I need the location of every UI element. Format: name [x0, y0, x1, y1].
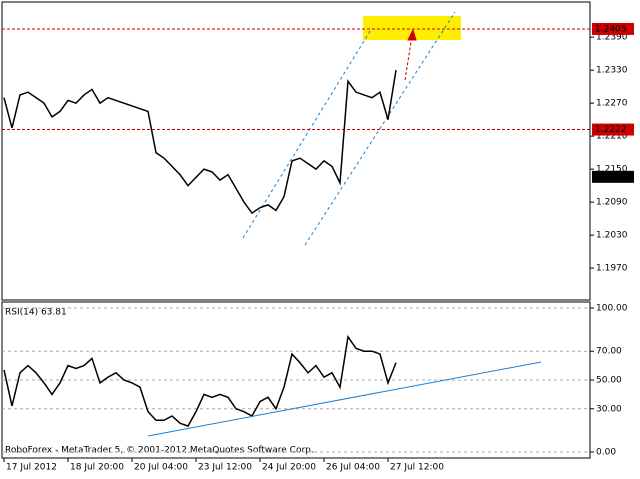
x-tick-label: 17 Jul 2012: [6, 463, 57, 473]
y-tick-label: 1.1970: [596, 264, 628, 274]
y-tick-label: 0.00: [596, 447, 616, 457]
y-tick-label: 1.2210: [596, 132, 628, 142]
level-label: 1.2222: [595, 125, 627, 135]
level-label: 1.2405: [595, 24, 627, 34]
arrow-shaft: [404, 35, 413, 81]
y-tick-label: 50.00: [596, 376, 622, 386]
forecast-arrow: [404, 28, 417, 81]
y-tick-label: 1.2030: [596, 231, 628, 241]
x-tick-label: 18 Jul 20:00: [70, 463, 124, 473]
level-box: [592, 123, 634, 136]
channel: [242, 11, 456, 246]
arrow-head: [407, 28, 417, 41]
channel-line: [304, 11, 456, 246]
y-tick-label: 1.2150: [596, 165, 628, 175]
rsi-title: RSI(14) 63.81: [5, 308, 67, 318]
x-tick-label: 27 Jul 12:00: [390, 463, 444, 473]
price-label: 1.2136: [595, 172, 627, 182]
y-tick-label: 30.00: [596, 404, 622, 414]
y-tick-label: 1.2390: [596, 33, 628, 43]
y-tick-label: 1.2090: [596, 198, 628, 208]
channel-line: [242, 27, 373, 239]
price-panel: [1, 1, 591, 301]
series-line: [3, 70, 397, 215]
x-tick-label: 23 Jul 12:00: [198, 463, 252, 473]
x-tick-label: 24 Jul 20:00: [262, 463, 316, 473]
price-box: [592, 170, 634, 183]
footer: RoboForex - MetaTrader 5, © 2001-2012 Me…: [5, 446, 314, 456]
x-tick-label: 20 Jul 04:00: [134, 463, 188, 473]
y-tick-label: 70.00: [596, 347, 622, 357]
series-line: [3, 334, 397, 427]
x-tick-label: 26 Jul 04:00: [326, 463, 380, 473]
level-box: [592, 22, 634, 35]
y-tick-label: 1.2270: [596, 99, 628, 109]
trend-line: [147, 361, 542, 437]
y-tick-label: 100.00: [596, 304, 628, 314]
y-tick-label: 1.2330: [596, 66, 628, 76]
